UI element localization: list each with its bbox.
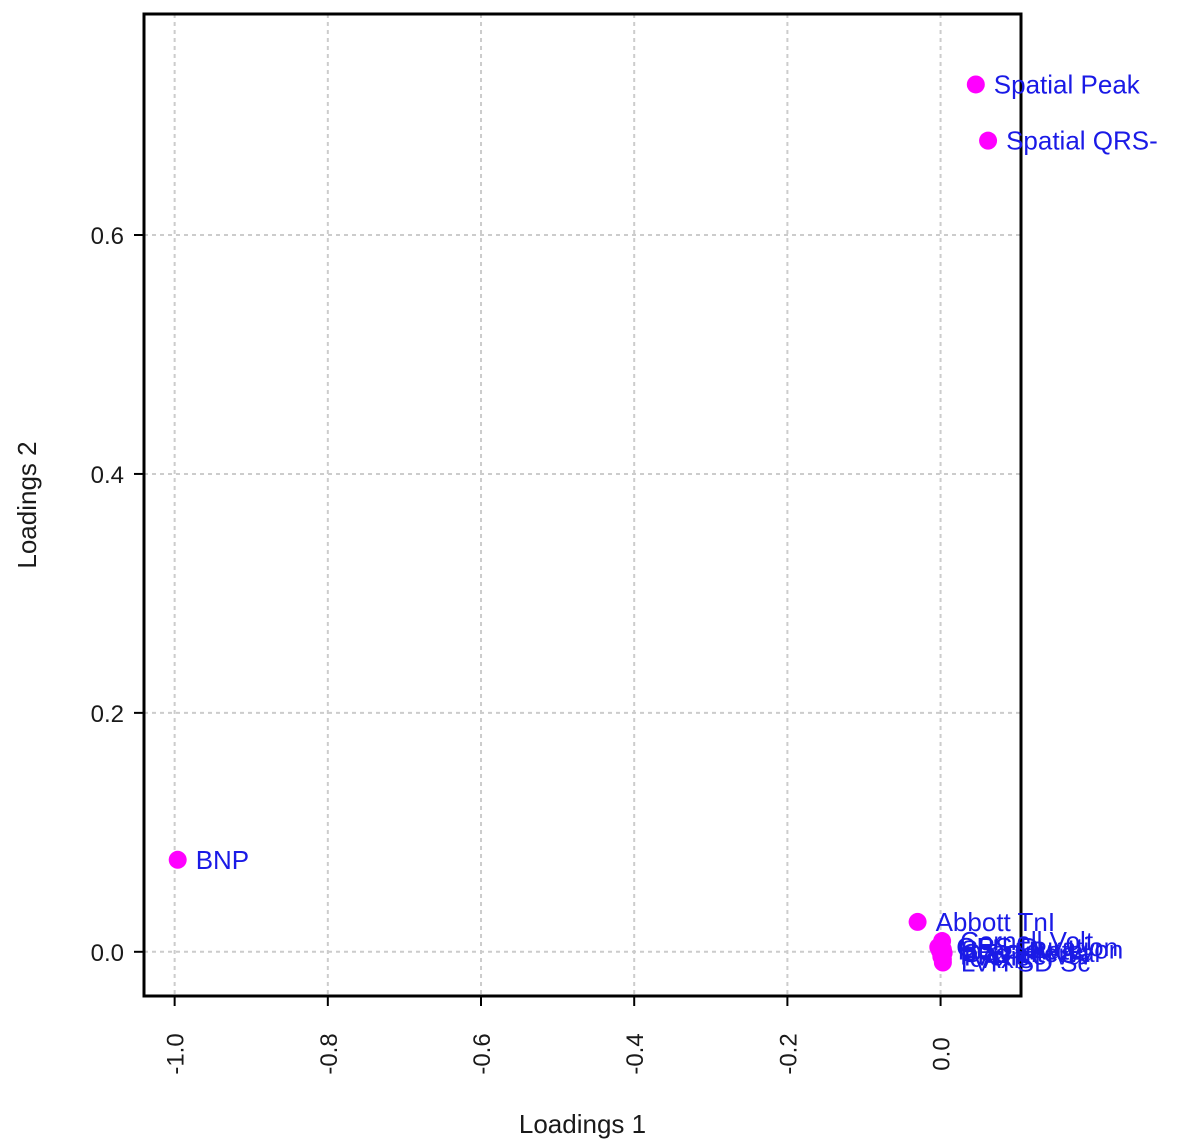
point-label: BNP [196,845,249,875]
point-label: P Axis [961,944,1033,974]
grid-lines [144,14,1021,996]
axis-ticks: -1.0 -0.8 -0.6 -0.4 -0.2 0.0 0.0 0.2 0.4 0.6 [91,223,956,1075]
point-label: Heart Rate [958,936,1084,966]
y-tick-label: 0.2 [91,701,124,728]
y-tick-label: 0.6 [91,223,124,250]
y-tick-label: 0.4 [91,462,124,489]
x-tick-label: -0.4 [622,1033,649,1074]
point-label: T Axis [959,942,1029,972]
plot-frame [142,12,1023,998]
point-label: PR Interval [960,940,1089,970]
x-axis-title: Loadings 1 [519,1109,646,1139]
data-points: Spatial Peak Spatial QRS- BNP Abbott TnICor… [168,69,1158,978]
data-point [933,953,952,972]
y-axis-title: Loadings 2 [12,441,42,568]
y-tick-label: 0.0 [91,940,124,967]
data-point [908,912,927,931]
point-label: Cornell Volt [960,926,1094,956]
point-label: QRS Duration [956,932,1118,962]
point-label: Spatial QRS- [1006,126,1158,156]
point-label: Sokolow-Lyon [961,934,1123,964]
data-point [979,131,998,150]
x-tick-label: -0.6 [469,1033,496,1074]
point-label: Abbott TnI [936,907,1056,937]
point-label: LVH SD Sc [961,948,1091,978]
point-label: Spatial Peak [994,69,1141,99]
x-tick-label: 0.0 [929,1037,956,1070]
data-point [966,75,985,94]
point-label: QTc Interval [962,938,1101,968]
x-tick-label: -0.8 [316,1033,343,1074]
x-tick-label: -0.2 [775,1033,802,1074]
x-tick-label: -1.0 [163,1033,190,1074]
data-point [168,850,187,869]
